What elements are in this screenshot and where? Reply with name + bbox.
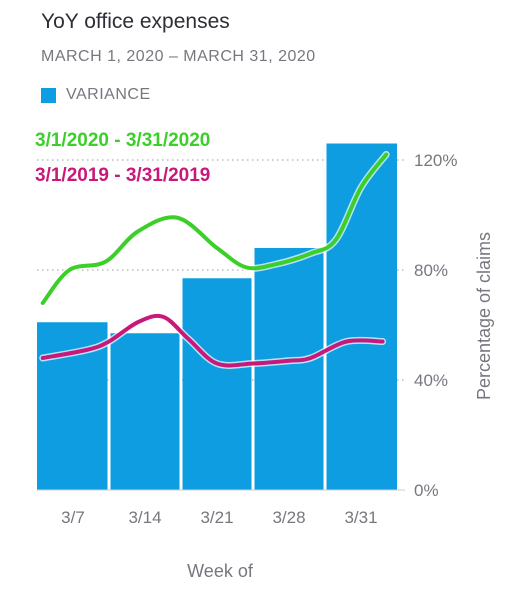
bar-3-14	[110, 333, 180, 490]
x-axis-label: Week of	[187, 561, 253, 581]
x-tick-label-3-7: 3/7	[61, 508, 85, 527]
x-tick-label-3-31: 3/31	[344, 508, 377, 527]
bar-3-28	[254, 248, 324, 490]
series-line-1	[40, 313, 385, 368]
bar-3-21	[182, 278, 252, 490]
series-label-1: 3/1/2019 - 3/31/2019	[35, 165, 210, 186]
y-tick-label-80: 80%	[414, 261, 448, 280]
series-label-0: 3/1/2020 - 3/31/2020	[35, 130, 210, 151]
series-line-0	[40, 152, 389, 305]
x-tick-label-3-21: 3/21	[200, 508, 233, 527]
bar-3-31	[326, 143, 397, 490]
x-tick-label-3-28: 3/28	[272, 508, 305, 527]
y-axis-label: Percentage of claims	[474, 232, 494, 400]
y-tick-label-40: 40%	[414, 371, 448, 390]
chart-subtitle: MARCH 1, 2020 – MARCH 31, 2020	[41, 48, 316, 65]
legend: VARIANCE	[41, 86, 151, 104]
legend-label-variance: VARIANCE	[66, 86, 151, 103]
x-tick-label-3-14: 3/14	[128, 508, 161, 527]
y-tick-label-0: 0%	[414, 481, 439, 500]
chart-title: YoY office expenses	[41, 10, 230, 33]
legend-swatch-variance	[41, 87, 56, 103]
y-tick-label-120: 120%	[414, 151, 457, 170]
